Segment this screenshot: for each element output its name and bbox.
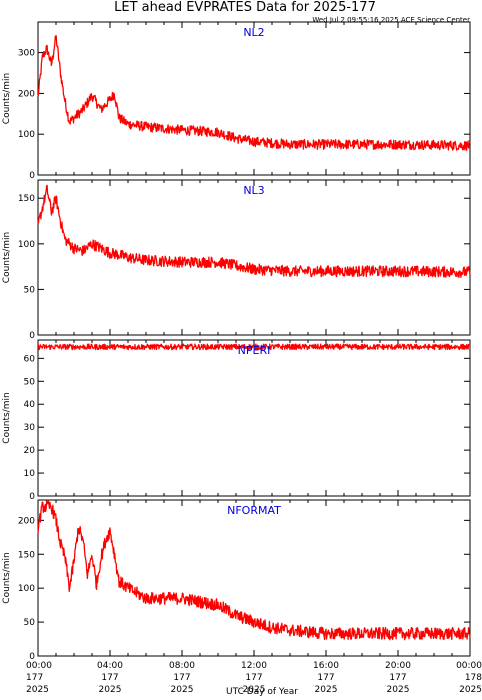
series-line-nperi — [37, 343, 471, 351]
x-tick-label: 2025 — [387, 685, 410, 695]
y-tick-label: 30 — [24, 423, 36, 433]
y-tick-label: 0 — [29, 331, 35, 341]
x-tick-label: 00:00 — [26, 661, 52, 671]
y-tick-label: 0 — [29, 652, 35, 662]
x-tick-label: 2025 — [315, 685, 338, 695]
series-line-nl2 — [37, 35, 471, 151]
x-tick-label: 178 — [465, 673, 482, 683]
y-tick-label: 300 — [18, 49, 35, 59]
panel-label: NL2 — [243, 26, 264, 39]
y-axis-label: Counts/min — [2, 73, 12, 124]
y-axis-label: Counts/min — [2, 392, 12, 443]
y-tick-label: 10 — [24, 469, 36, 479]
y-tick-label: 0 — [29, 171, 35, 181]
panel-frame — [37, 179, 471, 336]
x-tick-label: 04:00 — [97, 661, 123, 671]
panel-label: NL3 — [243, 184, 264, 197]
timestamp: Wed Jul 2 09:55:16 2025 ACE Science Cent… — [312, 16, 470, 24]
x-tick-label: 2025 — [243, 685, 266, 695]
x-tick-label: 12:00 — [241, 661, 267, 671]
y-tick-label: 100 — [18, 584, 35, 594]
panel-nl2: 0 100 200 300 Counts/min NL2 — [2, 21, 471, 181]
x-tick-label: 08:00 — [169, 661, 195, 671]
y-axis-label: Counts/min — [2, 552, 12, 603]
panel-frame — [37, 339, 471, 497]
panel-nperi: 0 10 20 30 40 50 60 Counts/min NPERI — [2, 339, 471, 502]
x-tick-label: 2025 — [171, 685, 194, 695]
x-tick-label: 177 — [26, 673, 43, 683]
x-tick-label: 177 — [245, 673, 262, 683]
panel-label: NPERI — [238, 344, 271, 357]
x-tick-label: 16:00 — [313, 661, 339, 671]
x-tick-label: 20:00 — [385, 661, 411, 671]
x-tick-label: 177 — [173, 673, 190, 683]
y-tick-label: 100 — [18, 130, 35, 140]
x-tick-label: 177 — [101, 673, 118, 683]
x-tick-label: 2025 — [99, 685, 122, 695]
series-line-nformat — [37, 500, 471, 641]
x-tick-label: 177 — [389, 673, 406, 683]
panel-label: NFORMAT — [227, 504, 281, 517]
y-tick-label: 50 — [24, 377, 36, 387]
x-tick-label: 2025 — [459, 685, 482, 695]
y-tick-label: 60 — [24, 354, 36, 364]
y-axis-label: Counts/min — [2, 232, 12, 283]
x-tick-label: 2025 — [26, 685, 49, 695]
x-tick-label: 00:00 — [456, 661, 482, 671]
y-tick-label: 200 — [18, 89, 35, 99]
panel-frame — [37, 21, 471, 176]
series-line-nl3 — [37, 184, 471, 278]
panel-frame — [37, 499, 471, 657]
panels: 0100200300Counts/minNL2050100150Counts/m… — [2, 21, 471, 662]
y-tick-label: 50 — [24, 618, 36, 628]
x-tick-label: 177 — [317, 673, 334, 683]
chart-title: LET ahead EVPRATES Data for 2025-177 — [114, 0, 376, 15]
x-axis-label: UTC Day of Year — [226, 687, 298, 697]
panel-nformat: 0 50 100 150 200 Counts/min NFORMAT — [2, 499, 471, 662]
y-tick-label: 50 — [24, 285, 36, 295]
x-axis: 00:00 177 2025 04:00 177 2025 08:00 177 2025 12:0… — [26, 661, 482, 695]
y-tick-label: 200 — [18, 516, 35, 526]
y-tick-label: 40 — [24, 400, 36, 410]
y-tick-label: 150 — [18, 550, 35, 560]
y-tick-label: 150 — [18, 194, 35, 204]
y-tick-label: 100 — [18, 240, 35, 250]
panel-nl3: 0 50 100 150 Counts/min NL3 — [2, 179, 471, 341]
y-tick-label: 20 — [24, 446, 36, 456]
y-tick-label: 0 — [29, 492, 35, 502]
